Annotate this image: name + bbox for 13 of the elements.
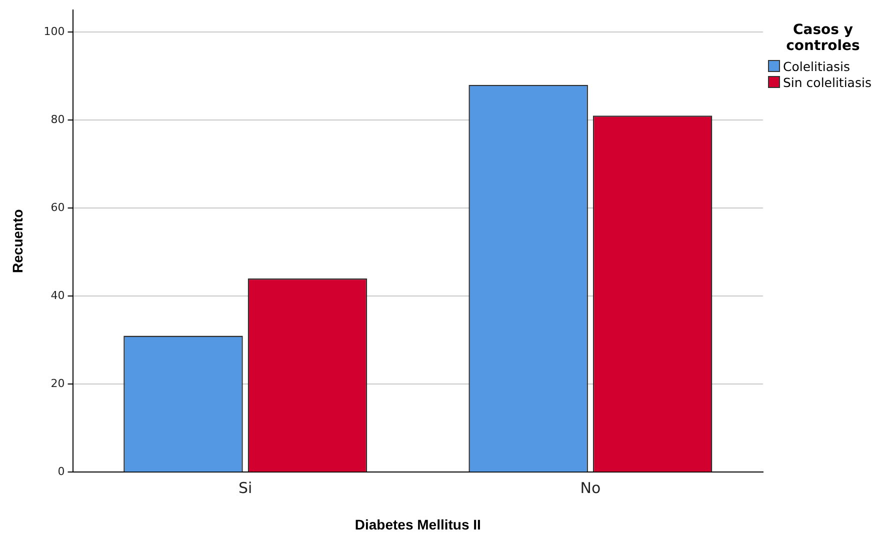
legend-label: Sin colelitiasis	[783, 74, 872, 90]
y-tick-label: 60	[50, 200, 65, 214]
y-tick-label: 100	[44, 24, 65, 38]
y-tick-label: 0	[58, 465, 65, 478]
legend-title: Casos y controles	[785, 22, 861, 54]
legend-label: Colelitiasis	[783, 58, 850, 74]
y-tick-label: 80	[50, 112, 65, 126]
x-tick-label: No	[580, 479, 601, 498]
x-axis-title: Diabetes Mellitus II	[354, 516, 481, 532]
x-tick-label: Si	[238, 479, 252, 498]
y-tick-label: 20	[50, 377, 65, 390]
y-axis-title: Recuento	[9, 209, 26, 273]
y-tick-label: 40	[50, 288, 65, 302]
